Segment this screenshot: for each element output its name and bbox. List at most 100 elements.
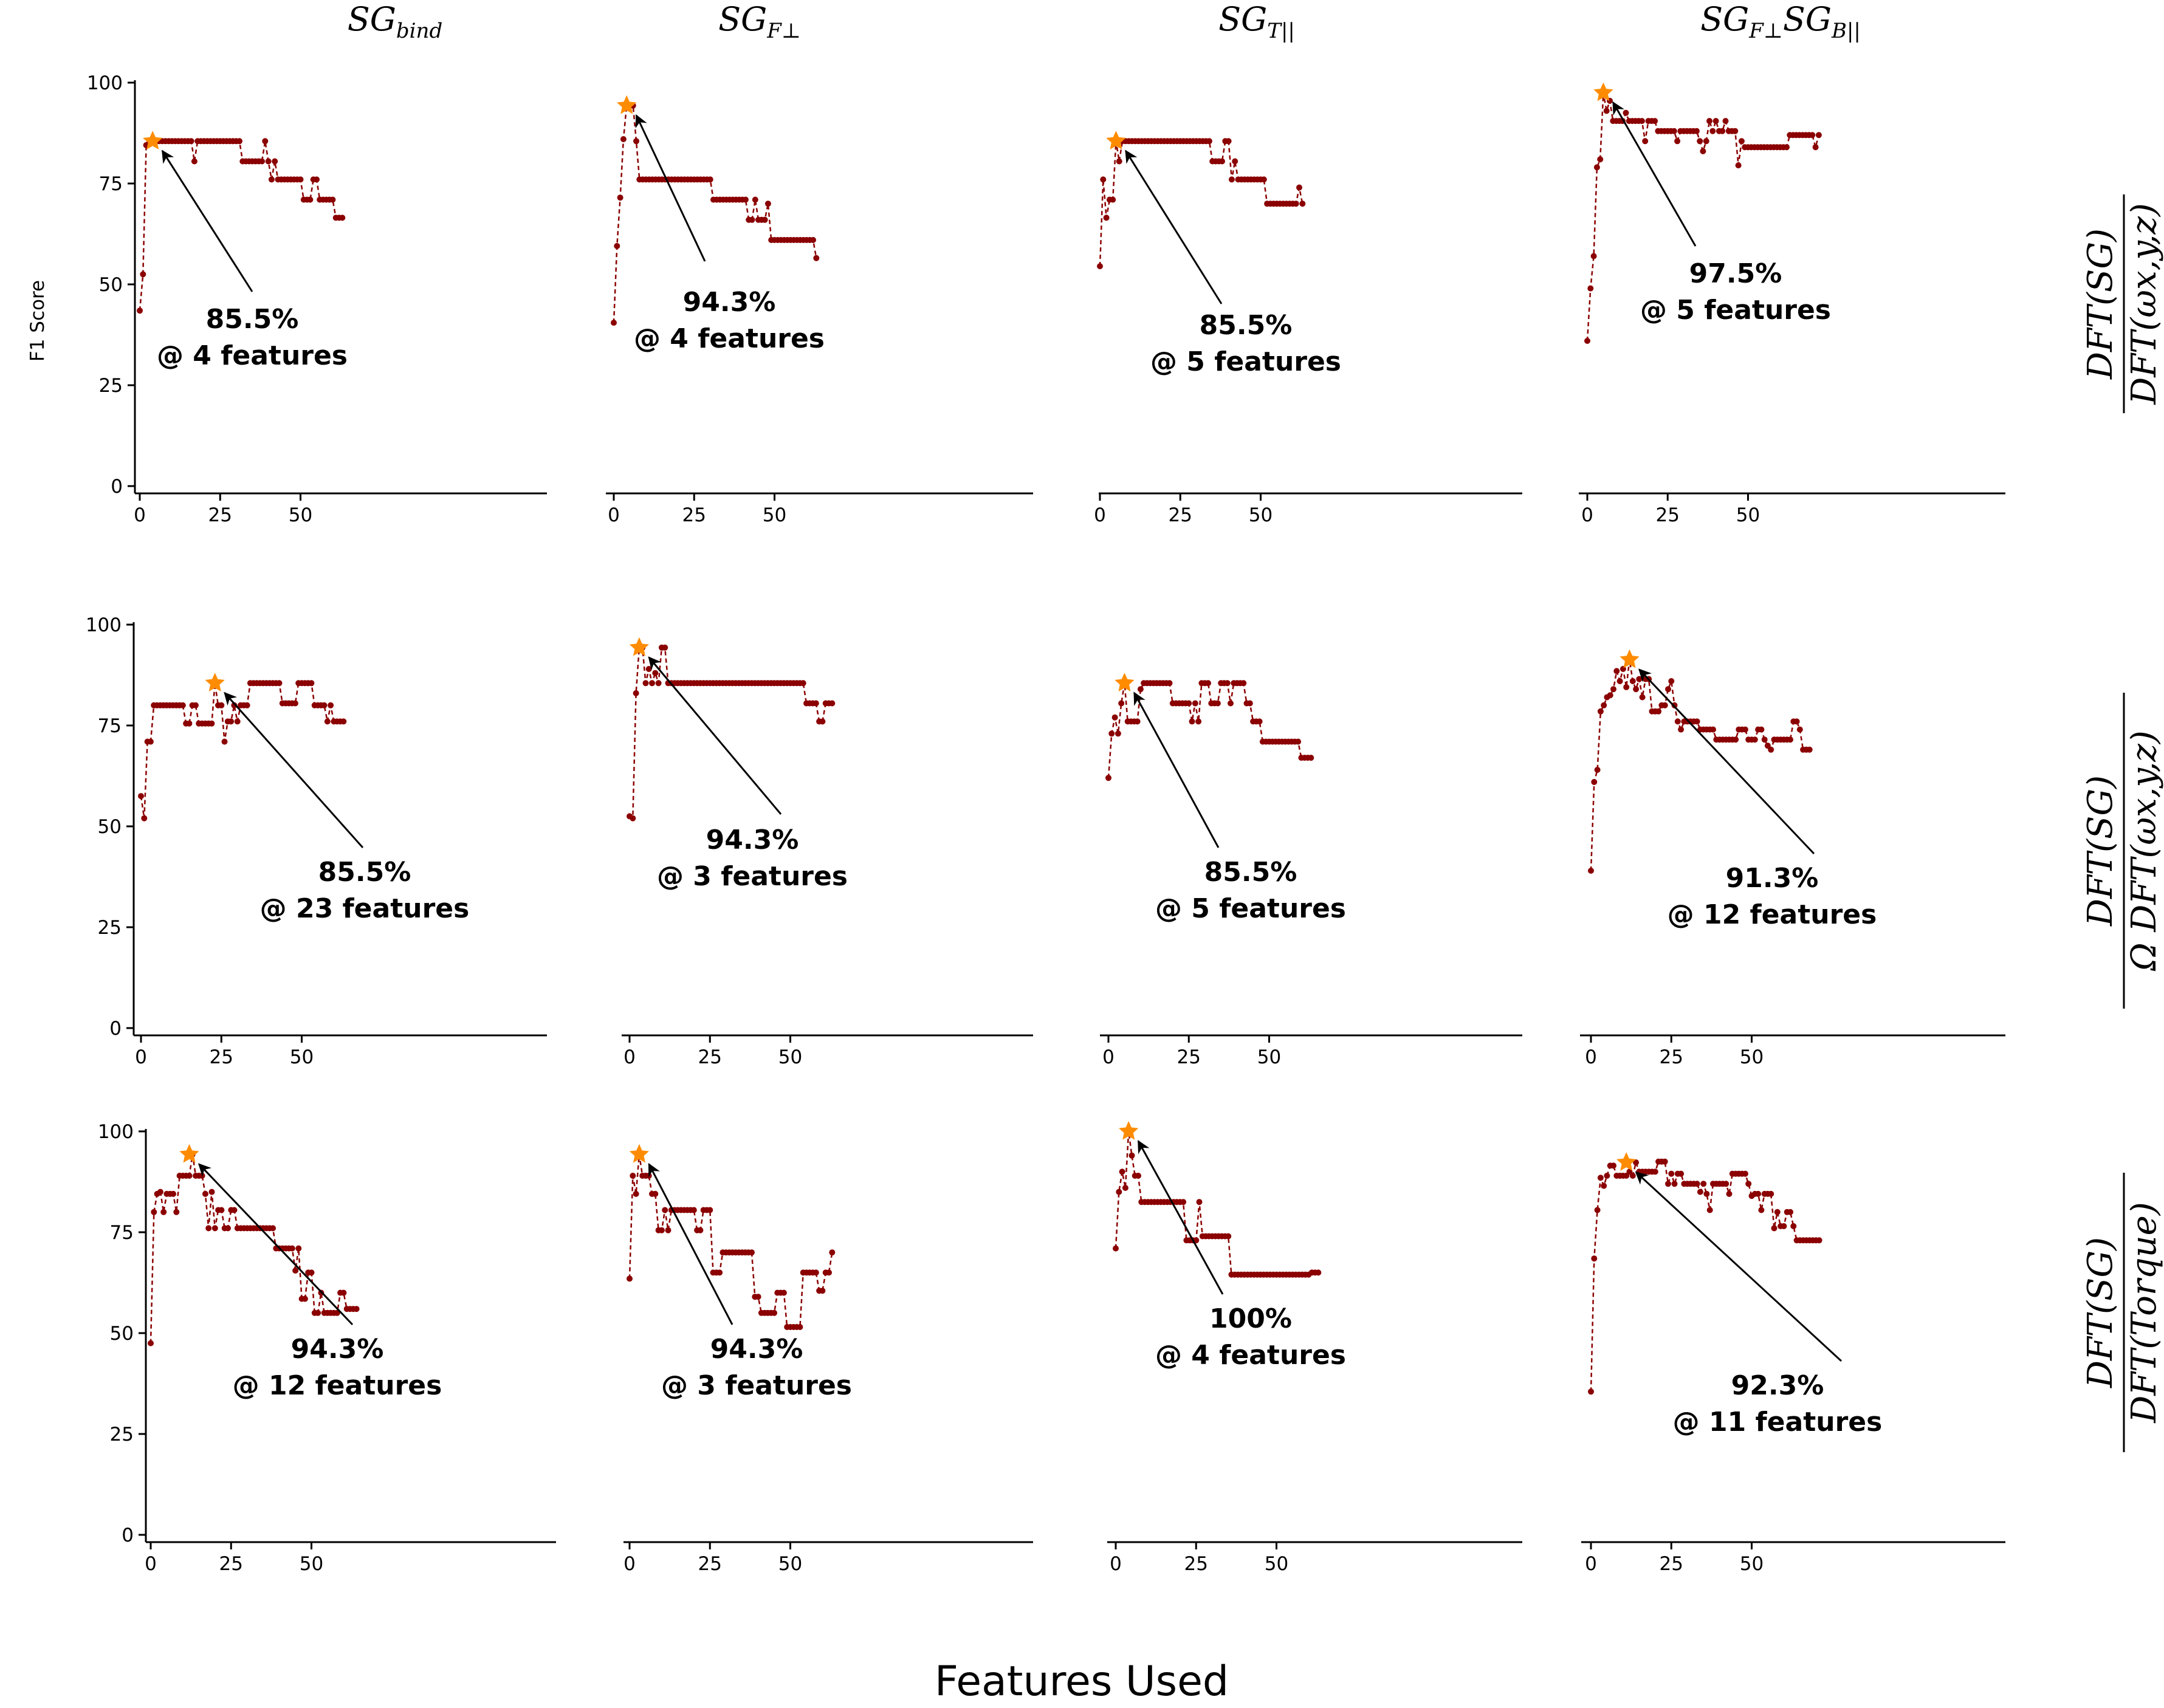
data-point-r1-c0 [234,718,241,725]
data-point-r2-c0 [340,1289,347,1296]
data-point-r1-c3 [1678,726,1685,733]
data-point-r1-c0 [141,815,148,821]
data-point-r1-c2 [1246,700,1253,707]
data-point-r2-c3 [1774,1209,1781,1215]
data-point-r0-c2 [1228,176,1235,183]
x-tick-label-r0-c1-25: 25 [682,504,706,526]
data-point-r2-c0 [315,1309,321,1316]
row-label-0: DFT(SG) DFT(ωx,y,z) [2081,194,2164,413]
data-point-r2-c3 [1588,1388,1594,1395]
series-line-r1-c3 [1590,659,1810,871]
x-tick-label-r2-c1-50: 50 [778,1553,802,1575]
data-point-r0-c1 [633,138,639,145]
data-point-r0-c0 [297,176,304,183]
data-point-r1-c0 [308,680,315,687]
data-point-r1-c2 [1189,718,1195,725]
data-point-r0-c3 [1815,132,1822,139]
data-point-r2-c3 [1697,1188,1703,1195]
data-point-r0-c3 [1722,118,1729,125]
data-point-r2-c2 [1119,1168,1125,1175]
data-point-r0-c1 [617,194,623,201]
data-point-r2-c3 [1816,1237,1822,1244]
x-tick-label-r1-c2-50: 50 [1257,1046,1281,1068]
data-point-r0-c3 [1697,138,1703,145]
data-point-r1-c2 [1308,755,1314,761]
data-point-r0-c3 [1642,138,1649,145]
data-point-r1-c3 [1613,668,1620,674]
row-label-2-denominator: DFT(Torque) [2124,1202,2164,1423]
data-point-r1-c3 [1806,746,1813,753]
data-point-r1-c3 [1694,718,1700,725]
data-point-r2-c1 [771,1309,777,1316]
data-point-r1-c0 [179,702,186,708]
data-point-r0-c3 [1584,338,1590,344]
data-point-r0-c0 [329,196,336,203]
annotation-arrow-r0-c0 [161,149,253,292]
data-point-r2-c0 [308,1269,315,1276]
data-point-r1-c3 [1733,736,1739,743]
data-point-r2-c0 [292,1267,299,1274]
annotation-features-r2-c2: @ 4 features [1155,1340,1346,1371]
data-point-r2-c1 [658,1227,665,1233]
data-point-r0-c0 [307,196,314,203]
data-point-r1-c2 [1214,700,1221,707]
data-point-r2-c3 [1678,1170,1685,1177]
data-point-r1-c1 [812,700,819,707]
data-point-r0-c3 [1590,253,1597,259]
data-point-r1-c1 [829,700,836,707]
data-point-r2-c3 [1706,1207,1713,1213]
data-point-r1-c3 [1710,726,1716,733]
data-point-r1-c3 [1597,708,1604,715]
annotation-score-r2-c1: 94.3% [710,1334,803,1365]
x-tick-label-r2-c3-0: 0 [1585,1553,1597,1575]
data-point-r2-c1 [812,1269,819,1276]
data-point-r2-c3 [1700,1181,1707,1187]
row-label-1-numerator: DFT(SG) [2081,775,2120,927]
data-point-r2-c2 [1113,1245,1119,1252]
annotation-score-r1-c0: 85.5% [318,857,411,888]
row-label-0-numerator: DFT(SG) [2081,228,2120,380]
x-tick-label-r0-c3-25: 25 [1656,504,1680,526]
data-point-r2-c3 [1755,1190,1762,1197]
data-point-r1-c3 [1793,718,1800,725]
data-point-r1-c3 [1787,736,1793,743]
x-tick-label-r1-c2-25: 25 [1177,1046,1201,1068]
x-tick-label-r2-c2-0: 0 [1110,1553,1122,1575]
x-tick-label-r0-c0-25: 25 [208,504,232,526]
y-tick-label-r1-25: 25 [98,917,122,939]
data-point-r0-c2 [1260,176,1267,183]
data-point-r2-c2 [1196,1199,1203,1206]
data-point-r1-c3 [1751,736,1758,743]
x-tick-label-r1-c0-25: 25 [210,1046,233,1068]
best-star-r1-c3 [1620,649,1640,668]
panel-r1-c1: 0 25 50 94.3% @ 3 features [622,637,1033,1068]
annotation-features-r2-c1: @ 3 features [661,1370,852,1401]
x-tick-label-r2-c1-25: 25 [698,1553,722,1575]
data-point-r2-c0 [202,1190,208,1197]
data-point-r2-c0 [289,1245,295,1252]
data-point-r1-c3 [1639,694,1646,701]
panel-r0-c0: 0 25 50 75 100 0 25 50 85.5% @ 4 features [87,72,547,526]
data-point-r0-c0 [236,138,242,145]
data-point-r2-c2 [1315,1269,1322,1276]
data-point-r0-c3 [1784,144,1790,151]
data-point-r0-c1 [810,237,816,243]
x-tick-label-r1-c0-50: 50 [290,1046,314,1068]
data-point-r2-c3 [1601,1182,1607,1189]
data-point-r1-c0 [340,718,347,725]
data-point-r2-c2 [1135,1173,1141,1179]
data-point-r2-c0 [173,1209,180,1215]
data-point-r1-c2 [1195,718,1202,725]
data-point-r0-c3 [1738,138,1745,145]
data-point-r0-c3 [1703,138,1709,145]
best-star-r1-c1 [629,637,649,656]
x-tick-label-r0-c2-0: 0 [1094,504,1106,526]
x-tick-label-r2-c3-25: 25 [1660,1553,1683,1575]
data-point-r0-c3 [1719,128,1726,134]
data-point-r0-c1 [764,201,771,207]
annotation-score-r0-c0: 85.5% [206,304,299,335]
data-point-r1-c2 [1134,718,1141,725]
annotation-features-r1-c1: @ 3 features [657,861,848,892]
data-point-r1-c0 [228,718,235,725]
x-tick-label-r0-c3-0: 0 [1581,504,1593,526]
